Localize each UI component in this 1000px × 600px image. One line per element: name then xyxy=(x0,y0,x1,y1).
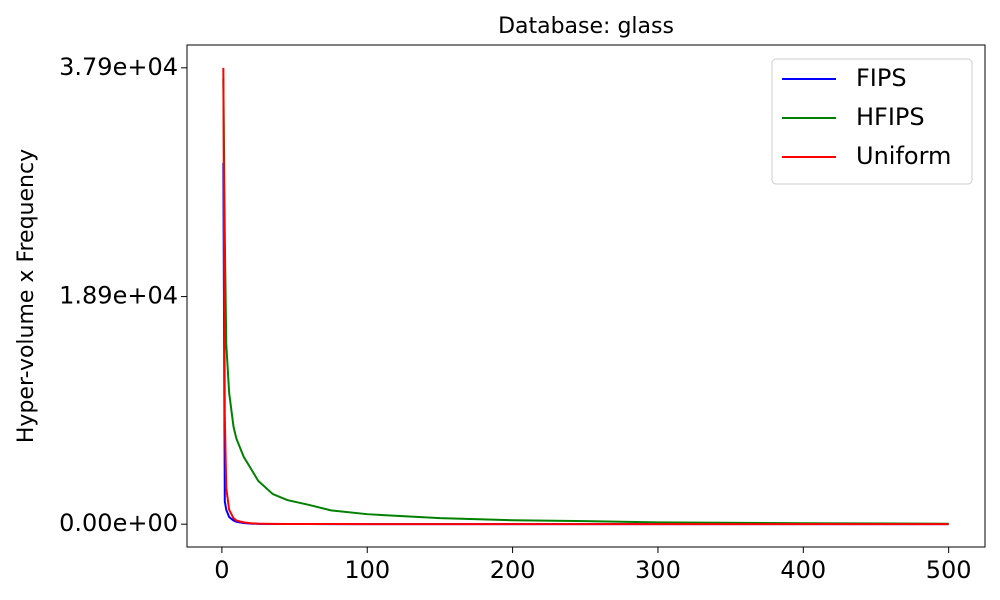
y-tick-label: 0.00e+00 xyxy=(59,509,178,537)
y-tick-label: 1.89e+04 xyxy=(59,282,178,310)
series-line xyxy=(222,162,949,526)
plot-frame xyxy=(186,44,986,548)
x-tick-label: 0 xyxy=(214,556,229,584)
series-line xyxy=(222,78,949,525)
legend-label: FIPS xyxy=(856,64,907,92)
x-tick-label: 200 xyxy=(490,556,536,584)
x-tick-label: 500 xyxy=(926,556,972,584)
x-tick-label: 400 xyxy=(780,556,826,584)
series-line xyxy=(222,67,949,526)
y-tick-label: 3.79e+04 xyxy=(59,53,178,81)
y-axis-label: Hyper-volume x Frequency xyxy=(14,149,39,443)
legend-box xyxy=(771,58,973,185)
x-tick-label: 300 xyxy=(635,556,681,584)
legend-label: HFIPS xyxy=(856,103,925,131)
legend-label: Uniform xyxy=(856,142,951,170)
chart-title: Database: glass xyxy=(498,14,674,39)
x-tick-label: 100 xyxy=(344,556,390,584)
